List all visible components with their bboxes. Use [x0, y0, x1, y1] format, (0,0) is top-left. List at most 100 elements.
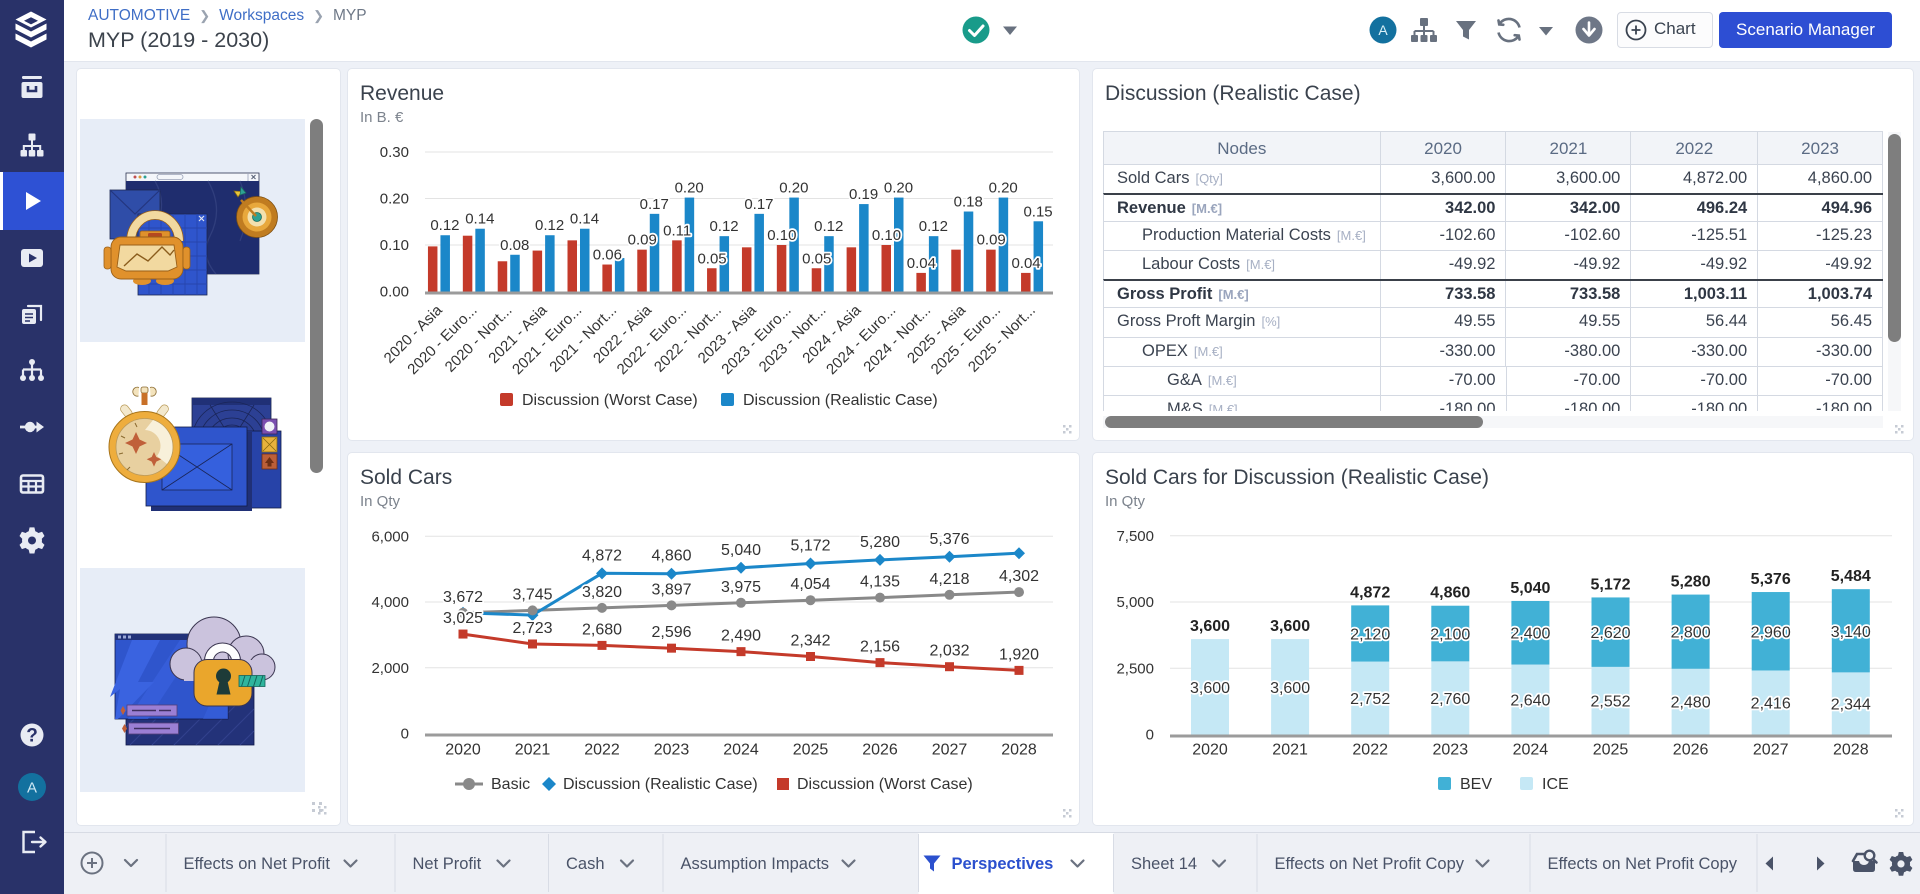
- svg-text:3,140: 3,140: [1831, 624, 1871, 641]
- svg-text:5,376: 5,376: [929, 531, 969, 548]
- svg-text:0.10: 0.10: [380, 237, 409, 254]
- svg-text:0.20: 0.20: [675, 180, 704, 197]
- svg-text:ICE: ICE: [1542, 776, 1569, 793]
- svg-text:2027: 2027: [1753, 742, 1789, 759]
- svg-text:0.20: 0.20: [884, 180, 913, 197]
- svg-text:0.19: 0.19: [849, 186, 878, 203]
- svg-text:2025: 2025: [1593, 742, 1629, 759]
- svg-text:Discussion (Realistic Case): Discussion (Realistic Case): [563, 776, 758, 793]
- svg-text:4,135: 4,135: [860, 574, 900, 591]
- svg-text:4,860: 4,860: [651, 548, 691, 565]
- svg-text:4,872: 4,872: [1350, 584, 1390, 601]
- svg-text:2024: 2024: [723, 742, 759, 759]
- svg-text:4,054: 4,054: [790, 576, 830, 593]
- svg-text:3,672: 3,672: [443, 589, 483, 606]
- svg-text:5,280: 5,280: [1671, 574, 1711, 591]
- svg-text:3,600: 3,600: [1190, 618, 1230, 635]
- svg-text:5,280: 5,280: [860, 534, 900, 551]
- svg-text:Discussion (Worst Case): Discussion (Worst Case): [522, 392, 698, 409]
- svg-text:0.05: 0.05: [802, 250, 831, 267]
- svg-text:Sheet 14: Sheet 14: [1131, 855, 1197, 873]
- svg-text:5,484: 5,484: [1831, 568, 1871, 585]
- svg-text:2026: 2026: [1673, 742, 1709, 759]
- svg-text:0.12: 0.12: [709, 218, 738, 235]
- svg-text:A: A: [27, 780, 37, 797]
- svg-text:Effects on Net Profit: Effects on Net Profit: [184, 855, 331, 873]
- svg-text:0.20: 0.20: [779, 180, 808, 197]
- svg-text:Effects on Net Profit Copy: Effects on Net Profit Copy: [1275, 855, 1465, 873]
- svg-text:2024: 2024: [1513, 742, 1549, 759]
- svg-text:Basic: Basic: [491, 776, 530, 793]
- svg-text:2022: 2022: [584, 742, 620, 759]
- svg-text:0.00: 0.00: [380, 284, 409, 301]
- svg-text:2023: 2023: [654, 742, 690, 759]
- svg-text:5,040: 5,040: [1510, 580, 1550, 597]
- svg-text:A: A: [1378, 22, 1388, 38]
- svg-text:0.09: 0.09: [977, 232, 1006, 249]
- svg-text:5,172: 5,172: [1590, 576, 1630, 593]
- svg-text:5,040: 5,040: [721, 542, 761, 559]
- svg-text:Discussion (Realistic Case): Discussion (Realistic Case): [743, 392, 938, 409]
- svg-text:0.20: 0.20: [380, 191, 409, 208]
- svg-text:0.15: 0.15: [1023, 203, 1052, 220]
- svg-text:3,745: 3,745: [512, 586, 552, 603]
- svg-text:4,872: 4,872: [582, 547, 622, 564]
- svg-text:4,302: 4,302: [999, 568, 1039, 585]
- svg-text:0.14: 0.14: [465, 211, 494, 228]
- svg-text:0.04: 0.04: [1011, 255, 1040, 272]
- svg-text:2,342: 2,342: [790, 633, 830, 650]
- svg-text:2,400: 2,400: [1510, 626, 1550, 643]
- svg-text:2,416: 2,416: [1751, 695, 1791, 712]
- svg-text:4,860: 4,860: [1430, 585, 1470, 602]
- svg-text:3,975: 3,975: [721, 579, 761, 596]
- svg-text:2026: 2026: [862, 742, 898, 759]
- svg-text:2022: 2022: [1352, 742, 1388, 759]
- svg-text:0.17: 0.17: [640, 196, 669, 213]
- svg-text:5,376: 5,376: [1751, 571, 1791, 588]
- svg-text:0.08: 0.08: [500, 237, 529, 254]
- svg-text:2,760: 2,760: [1430, 691, 1470, 708]
- svg-text:2,490: 2,490: [721, 628, 761, 645]
- svg-text:0.12: 0.12: [814, 218, 843, 235]
- svg-text:2,000: 2,000: [371, 660, 409, 677]
- svg-text:0.09: 0.09: [628, 232, 657, 249]
- svg-text:?: ?: [26, 726, 38, 747]
- svg-text:3,600: 3,600: [1270, 618, 1310, 635]
- svg-text:0.18: 0.18: [954, 194, 983, 211]
- svg-text:2020: 2020: [445, 742, 481, 759]
- svg-text:0.12: 0.12: [430, 217, 459, 234]
- svg-text:2,596: 2,596: [651, 624, 691, 641]
- svg-text:0.17: 0.17: [744, 196, 773, 213]
- svg-text:3,820: 3,820: [582, 584, 622, 601]
- svg-text:Assumption Impacts: Assumption Impacts: [681, 855, 830, 873]
- svg-text:2,344: 2,344: [1831, 696, 1871, 713]
- svg-text:Effects on Net Profit Copy: Effects on Net Profit Copy: [1548, 855, 1738, 873]
- svg-text:2,032: 2,032: [929, 643, 969, 660]
- svg-text:Discussion (Worst Case): Discussion (Worst Case): [797, 776, 973, 793]
- svg-text:5,172: 5,172: [790, 537, 830, 554]
- svg-text:6,000: 6,000: [371, 528, 409, 545]
- svg-text:2,480: 2,480: [1671, 695, 1711, 712]
- svg-text:0.04: 0.04: [907, 255, 936, 272]
- svg-text:2025: 2025: [793, 742, 829, 759]
- svg-text:2027: 2027: [932, 742, 968, 759]
- svg-text:0.05: 0.05: [697, 250, 726, 267]
- svg-text:1,920: 1,920: [999, 646, 1039, 663]
- svg-text:2,620: 2,620: [1590, 625, 1630, 642]
- svg-text:2021: 2021: [1272, 742, 1308, 759]
- svg-text:Net Profit: Net Profit: [413, 855, 482, 873]
- svg-text:2,100: 2,100: [1430, 627, 1470, 644]
- svg-text:2023: 2023: [1433, 742, 1469, 759]
- svg-text:2,500: 2,500: [1116, 660, 1154, 677]
- svg-text:0.14: 0.14: [570, 211, 599, 228]
- svg-text:4,000: 4,000: [371, 594, 409, 611]
- svg-text:2,552: 2,552: [1590, 694, 1630, 711]
- svg-text:2,640: 2,640: [1510, 693, 1550, 710]
- svg-text:2,156: 2,156: [860, 639, 900, 656]
- svg-text:0.12: 0.12: [535, 217, 564, 234]
- svg-text:2,120: 2,120: [1350, 626, 1390, 643]
- svg-text:3,600: 3,600: [1270, 680, 1310, 697]
- svg-text:2028: 2028: [1001, 742, 1037, 759]
- svg-text:0: 0: [1146, 727, 1154, 744]
- svg-text:0.30: 0.30: [380, 144, 409, 161]
